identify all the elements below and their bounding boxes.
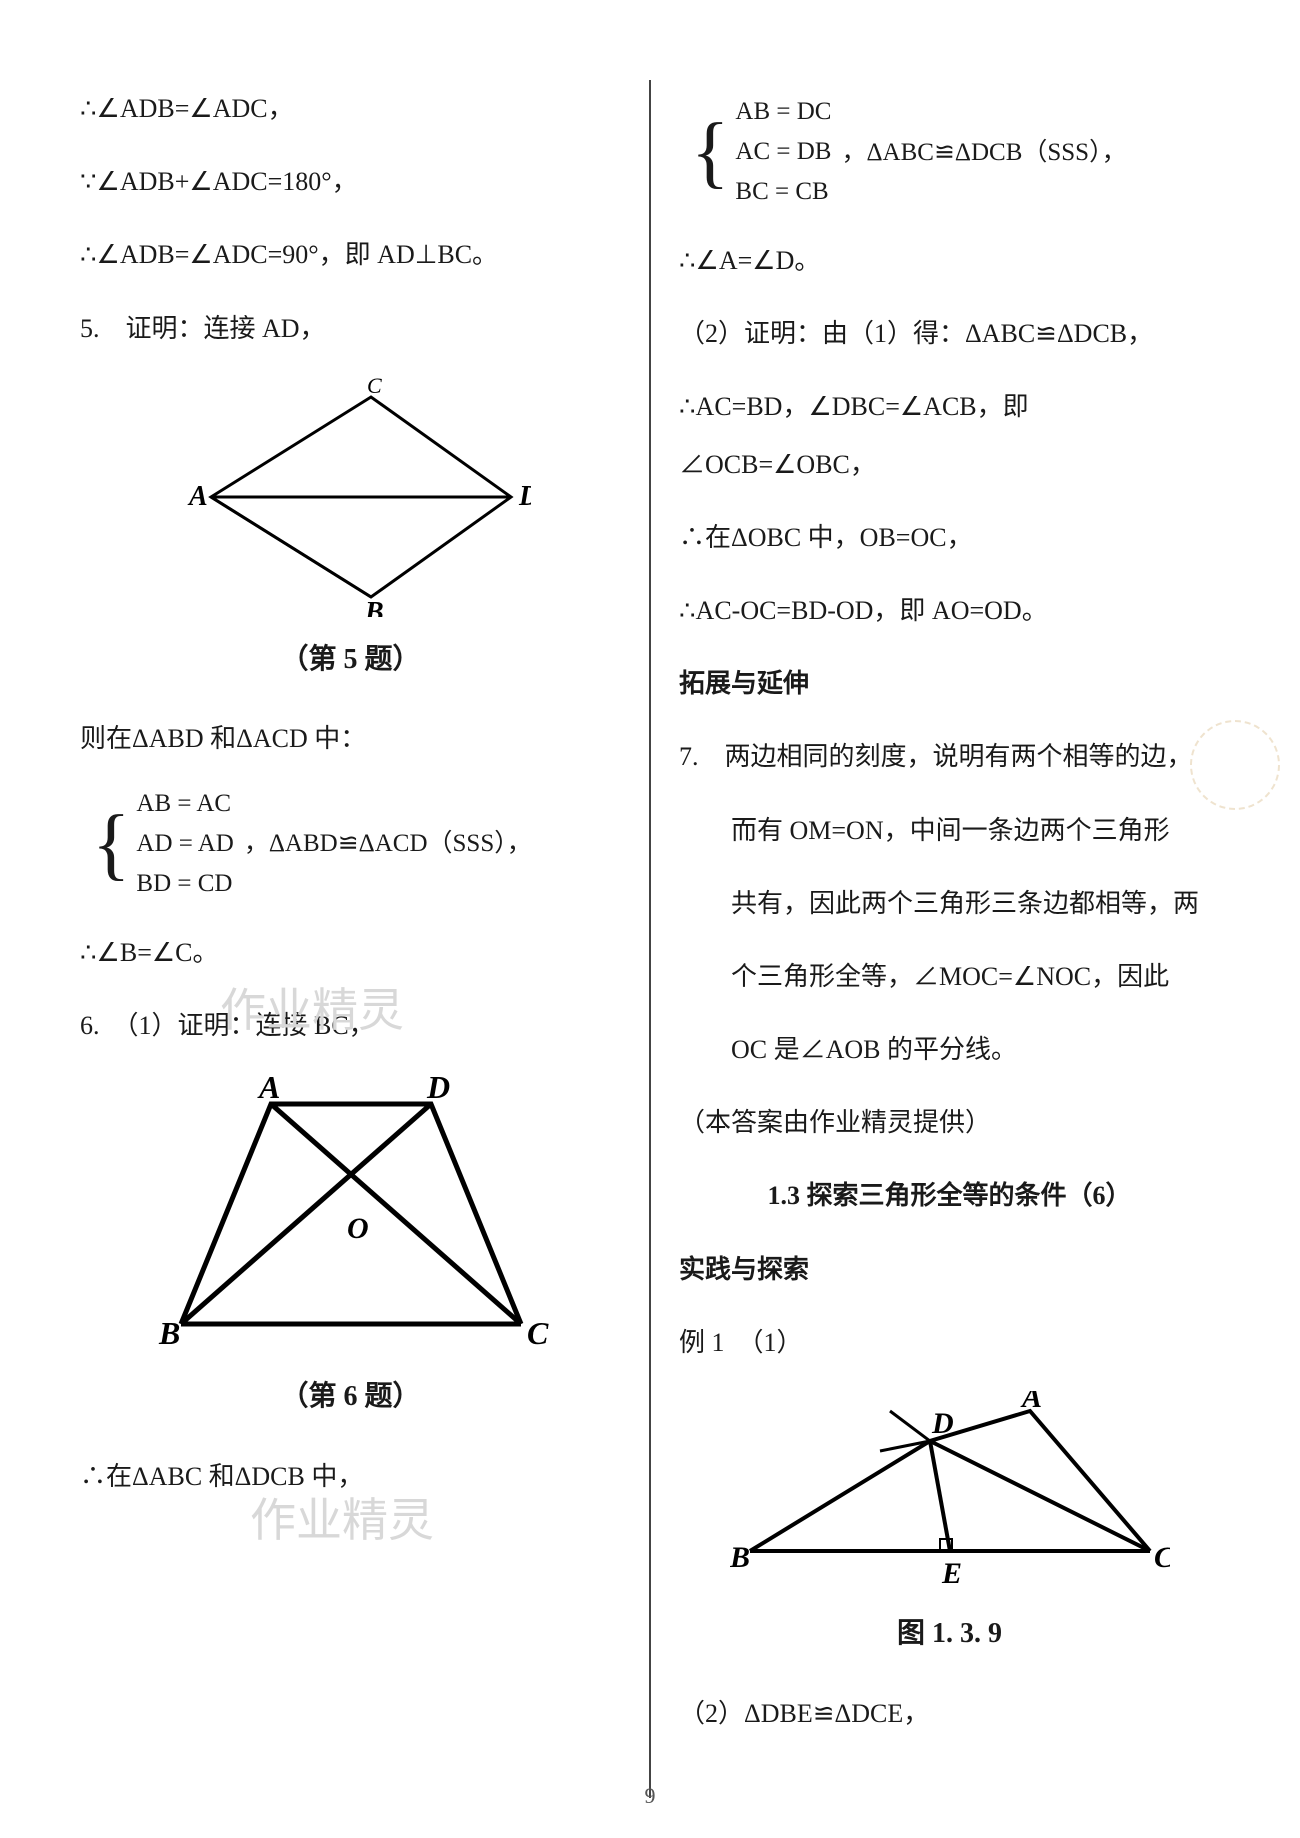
svg-text:C: C: [367, 377, 382, 398]
proof-line: ∴∠B=∠C。: [80, 924, 621, 981]
proof-line: 则在ΔABD 和ΔACD 中：: [80, 710, 621, 767]
proof-line: （2）证明：由（1）得：ΔABC≌ΔDCB，: [679, 305, 1220, 362]
figure-139-diagram: A B C D E: [730, 1391, 1170, 1591]
svg-text:E: E: [941, 1557, 962, 1590]
brace-item: AB = DC: [735, 92, 831, 132]
svg-text:D: D: [426, 1074, 450, 1105]
brace-item: AB = AC: [136, 784, 233, 824]
brace-conclusion: ，ΔABC≌ΔDCB（SSS），: [841, 125, 1126, 180]
proof-line: ∴∠A=∠D。: [679, 232, 1220, 289]
brace-group-5: { AB = AC AD = AD BD = CD ，ΔABD≌ΔACD（SSS…: [92, 784, 621, 904]
svg-text:C: C: [527, 1315, 549, 1351]
svg-text:C: C: [1154, 1541, 1170, 1574]
figure-139-caption: 图 1. 3. 9: [679, 1603, 1220, 1665]
proof-line: ∴在ΔABC 和ΔDCB 中，: [80, 1448, 621, 1505]
stamp: [1190, 720, 1280, 810]
brace-group-6: { AB = DC AC = DB BC = CB ，ΔABC≌ΔDCB（SSS…: [691, 92, 1220, 212]
left-brace-icon: {: [92, 808, 130, 880]
content-columns: ∴∠ADB=∠ADC， ∵∠ADB+∠ADC=180°， ∴∠ADB=∠ADC=…: [60, 80, 1240, 1798]
brace-conclusion: ，ΔABD≌ΔACD（SSS），: [244, 816, 532, 871]
question-6: 6. （1）证明：连接 BC，: [80, 997, 621, 1054]
proof-line: ∵∠ADB+∠ADC=180°，: [80, 153, 621, 210]
brace-item: AD = AD: [136, 824, 233, 864]
proof-line: ∴在ΔOBC 中，OB=OC，: [679, 509, 1220, 566]
figure-6-diagram: A D B C O: [151, 1074, 551, 1354]
svg-text:O: O: [347, 1212, 369, 1245]
proof-line: 个三角形全等，∠MOC=∠NOC，因此: [679, 948, 1220, 1005]
right-column: { AB = DC AC = DB BC = CB ，ΔABC≌ΔDCB（SSS…: [659, 80, 1240, 1798]
svg-text:A: A: [1020, 1391, 1042, 1414]
question-5: 5. 证明：连接 AD，: [80, 300, 621, 357]
svg-text:B: B: [730, 1541, 750, 1574]
figure-5-caption: （第 5 题）: [80, 629, 621, 691]
credit-line: （本答案由作业精灵提供）: [679, 1094, 1220, 1151]
svg-text:D: D: [931, 1407, 954, 1440]
svg-text:A: A: [187, 481, 208, 512]
proof-line: ∴AC-OC=BD-OD，即 AO=OD。: [679, 582, 1220, 639]
brace-item: BC = CB: [735, 172, 831, 212]
page-number: 9: [645, 1772, 656, 1820]
proof-line: （2）ΔDBE≌ΔDCE，: [679, 1685, 1220, 1742]
left-column: ∴∠ADB=∠ADC， ∵∠ADB+∠ADC=180°， ∴∠ADB=∠ADC=…: [60, 80, 641, 1798]
proof-line: ∴AC=BD，∠DBC=∠ACB，即∠OCB=∠OBC，: [679, 378, 1220, 492]
extension-title: 拓展与延伸: [679, 655, 1220, 712]
example-1: 例 1 （1）: [679, 1314, 1220, 1371]
question-7: 7. 两边相同的刻度，说明有两个相等的边，: [679, 728, 1220, 785]
svg-text:A: A: [257, 1074, 280, 1105]
svg-text:B: B: [158, 1315, 180, 1351]
figure-6-caption: （第 6 题）: [80, 1366, 621, 1428]
svg-text:D: D: [518, 481, 531, 512]
section-title: 1.3 探索三角形全等的条件（6）: [679, 1167, 1220, 1224]
figure-5-diagram: A C D B: [171, 377, 531, 617]
proof-line: 而有 OM=ON，中间一条边两个三角形: [679, 802, 1220, 859]
proof-line: ∴∠ADB=∠ADC=90°，即 AD⊥BC。: [80, 226, 621, 283]
column-divider: [649, 80, 651, 1798]
svg-text:B: B: [364, 597, 384, 617]
left-brace-icon: {: [691, 116, 729, 188]
practice-title: 实践与探索: [679, 1241, 1220, 1298]
proof-line: OC 是∠AOB 的平分线。: [679, 1021, 1220, 1078]
proof-line: 共有，因此两个三角形三条边都相等，两: [679, 875, 1220, 932]
brace-item: BD = CD: [136, 864, 233, 904]
brace-item: AC = DB: [735, 132, 831, 172]
proof-line: ∴∠ADB=∠ADC，: [80, 80, 621, 137]
